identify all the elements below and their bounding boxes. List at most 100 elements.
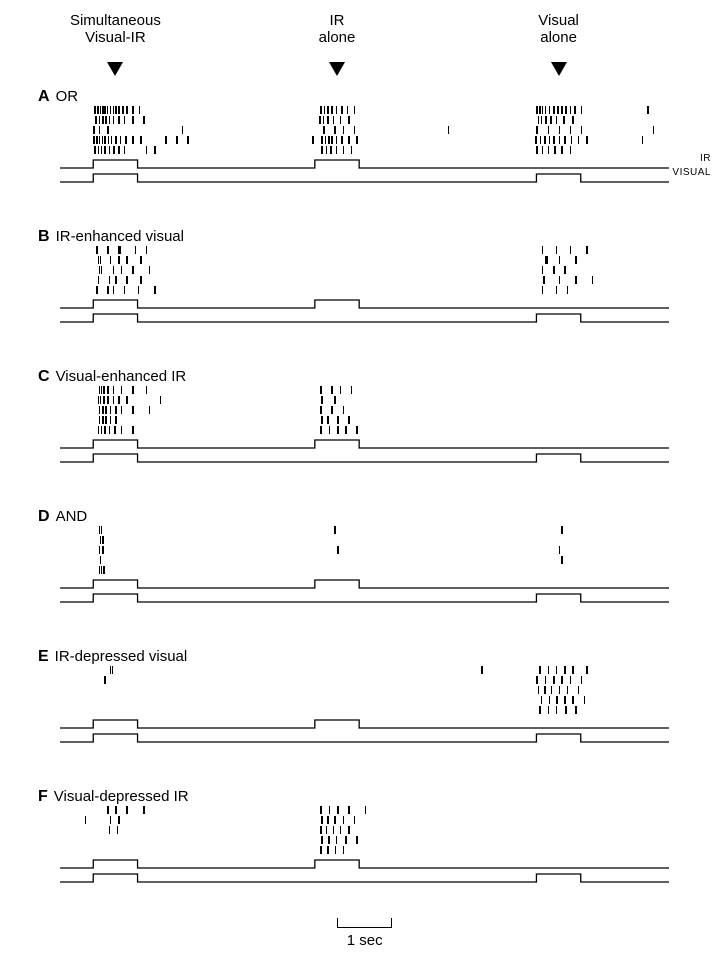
spike	[559, 276, 561, 284]
spike	[115, 416, 117, 424]
spike	[95, 116, 97, 124]
spike	[321, 396, 323, 404]
spike	[337, 416, 339, 424]
spike	[647, 106, 649, 114]
spike	[113, 116, 115, 124]
spike	[356, 426, 358, 434]
spike	[538, 116, 540, 124]
spike	[107, 396, 109, 404]
spike	[549, 696, 551, 704]
panel-label: CVisual-enhanced IR	[38, 368, 186, 386]
spike	[115, 136, 117, 144]
spike	[320, 806, 322, 814]
panel-label: BIR-enhanced visual	[38, 228, 184, 246]
spike	[354, 126, 356, 134]
spike	[536, 126, 538, 134]
spike	[99, 136, 101, 144]
spike	[118, 396, 120, 404]
spike	[331, 136, 333, 144]
spike	[140, 256, 142, 264]
spike	[118, 106, 120, 114]
spike	[536, 106, 538, 114]
spike	[102, 406, 104, 414]
spike	[343, 846, 345, 854]
spike	[327, 816, 329, 824]
spike	[570, 246, 572, 254]
spike	[542, 266, 544, 274]
spike	[347, 106, 349, 114]
spike	[345, 836, 347, 844]
spike	[113, 386, 115, 394]
stimulus-visual-trace	[0, 310, 719, 324]
scale-bar-label: 1 sec	[337, 932, 392, 949]
spike	[584, 696, 586, 704]
spike	[113, 106, 115, 114]
spike	[105, 116, 107, 124]
spike	[356, 136, 358, 144]
spike	[126, 396, 128, 404]
spike	[97, 106, 99, 114]
spike	[354, 816, 356, 824]
spike	[96, 136, 98, 144]
spike	[132, 106, 134, 114]
spike	[328, 136, 330, 144]
spike	[331, 386, 333, 394]
spike	[548, 146, 550, 154]
spike	[109, 826, 111, 834]
spike	[102, 136, 104, 144]
spike	[330, 146, 332, 154]
spike	[334, 816, 336, 824]
spike	[132, 266, 134, 274]
spike	[125, 136, 127, 144]
spike	[536, 146, 538, 154]
spike	[135, 246, 137, 254]
spike	[575, 706, 577, 714]
spike	[98, 146, 100, 154]
spike	[554, 146, 556, 154]
spike	[553, 106, 555, 114]
spike	[559, 256, 561, 264]
spike	[561, 556, 563, 564]
spike	[113, 396, 115, 404]
spike	[124, 116, 126, 124]
spike	[143, 116, 145, 124]
spike	[132, 386, 134, 394]
spike	[102, 536, 104, 544]
spike	[559, 686, 561, 694]
stimulus-visual-trace	[0, 450, 719, 464]
spike	[160, 396, 162, 404]
spike	[132, 136, 134, 144]
spike	[561, 526, 563, 534]
spike	[541, 696, 543, 704]
spike	[329, 426, 331, 434]
spike	[320, 826, 322, 834]
spike	[564, 696, 566, 704]
spike	[343, 146, 345, 154]
spike	[334, 396, 336, 404]
spike	[93, 136, 95, 144]
spike	[118, 116, 120, 124]
spike	[107, 126, 109, 134]
spike	[642, 136, 644, 144]
spike	[139, 106, 141, 114]
spike	[571, 136, 573, 144]
spike	[327, 416, 329, 424]
spike	[100, 556, 102, 564]
spike	[548, 666, 550, 674]
spike	[132, 406, 134, 414]
spike	[96, 286, 98, 294]
spike	[107, 386, 109, 394]
spike	[550, 116, 552, 124]
spike	[546, 256, 548, 264]
spike	[549, 136, 551, 144]
spike	[110, 106, 112, 114]
spike	[549, 106, 551, 114]
spike	[570, 146, 572, 154]
stimulus-ir-trace	[0, 856, 719, 870]
spike	[126, 276, 128, 284]
spike	[544, 686, 546, 694]
spike	[113, 146, 115, 154]
spike	[348, 136, 350, 144]
spike	[99, 126, 101, 134]
spike	[559, 136, 561, 144]
